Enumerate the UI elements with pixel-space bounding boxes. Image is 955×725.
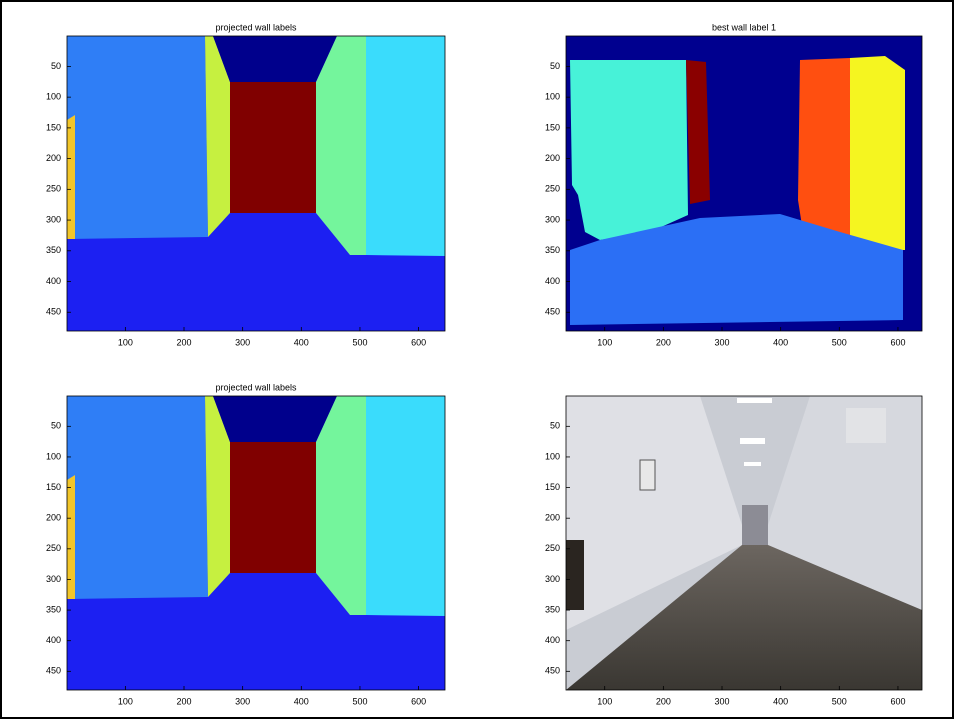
image-top-left [67,36,445,331]
image-top-right [566,36,922,331]
x-tick-label: 300 [235,696,250,706]
axes-title: best wall label 1 [712,22,776,32]
y-tick-label: 200 [46,513,61,523]
y-tick-label: 50 [51,61,61,71]
x-tick-label: 600 [411,696,426,706]
y-tick-label: 150 [545,122,560,132]
y-tick-label: 100 [46,451,61,461]
y-tick-label: 400 [46,276,61,286]
x-tick-label: 100 [118,337,133,347]
x-tick-label: 400 [294,696,309,706]
y-tick-label: 300 [545,214,560,224]
figure: projected wall labels 100 200 300 400 500 600 5… [0,0,955,720]
y-tick-label: 450 [46,666,61,676]
x-tick-label: 500 [352,696,367,706]
x-tick-label: 400 [773,696,788,706]
image-bottom-right [566,396,922,690]
y-tick-label: 400 [545,635,560,645]
y-tick-label: 250 [46,543,61,553]
y-tick-label: 450 [545,307,560,317]
x-tick-label: 600 [890,337,905,347]
y-tick-label: 350 [46,245,61,255]
image-bottom-left [67,396,445,690]
y-tick-label: 200 [545,513,560,523]
x-tick-label: 500 [832,696,847,706]
x-tick-label: 200 [176,337,191,347]
y-tick-label: 450 [46,307,61,317]
y-tick-label: 200 [46,153,61,163]
x-tick-label: 500 [832,337,847,347]
x-tick-label: 600 [890,696,905,706]
x-tick-label: 300 [714,337,729,347]
x-tick-label: 200 [656,337,671,347]
x-tick-label: 100 [597,337,612,347]
x-tick-label: 400 [773,337,788,347]
y-tick-label: 400 [545,276,560,286]
axes-title: projected wall labels [215,22,297,32]
y-tick-label: 50 [51,421,61,431]
x-tick-label: 200 [176,696,191,706]
x-tick-label: 100 [118,696,133,706]
y-tick-label: 100 [46,92,61,102]
y-tick-label: 50 [550,421,560,431]
y-tick-label: 350 [545,604,560,614]
y-tick-label: 450 [545,666,560,676]
y-tick-label: 300 [545,574,560,584]
y-tick-label: 400 [46,635,61,645]
page: projected wall labels 100 200 300 400 500 600 5… [0,0,955,725]
y-tick-label: 150 [46,482,61,492]
x-tick-label: 300 [714,696,729,706]
y-tick-label: 350 [545,245,560,255]
y-tick-label: 250 [545,184,560,194]
y-tick-label: 250 [46,184,61,194]
y-tick-label: 50 [550,61,560,71]
y-tick-label: 150 [46,122,61,132]
y-tick-label: 200 [545,153,560,163]
y-tick-label: 150 [545,482,560,492]
x-tick-label: 300 [235,337,250,347]
x-tick-label: 200 [656,696,671,706]
y-tick-label: 100 [545,451,560,461]
y-tick-label: 250 [545,543,560,553]
y-tick-label: 300 [46,574,61,584]
axes-title: projected wall labels [215,382,297,392]
x-tick-label: 500 [352,337,367,347]
x-tick-label: 600 [411,337,426,347]
x-tick-label: 400 [294,337,309,347]
x-tick-label: 100 [597,696,612,706]
y-tick-label: 350 [46,604,61,614]
y-tick-label: 300 [46,214,61,224]
y-tick-label: 100 [545,92,560,102]
